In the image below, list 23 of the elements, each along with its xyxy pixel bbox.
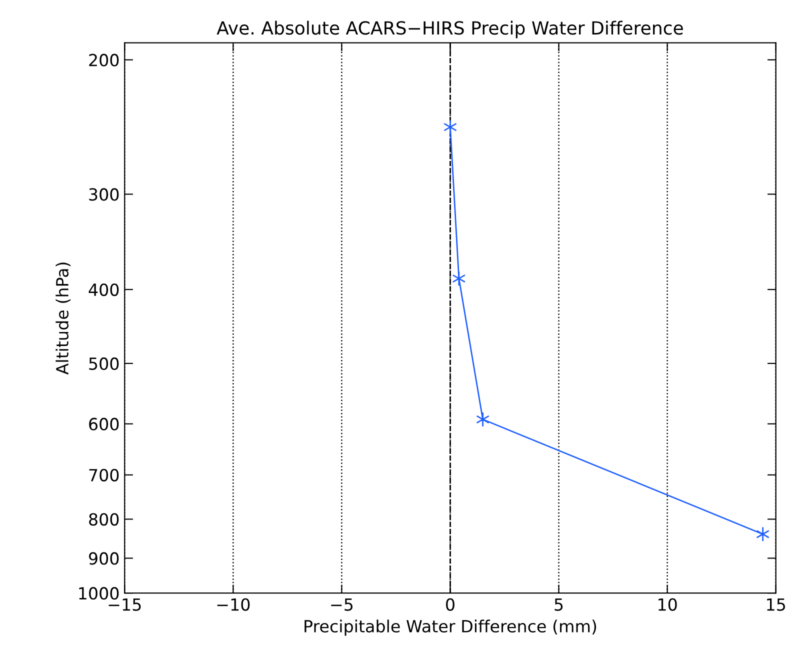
y-tick-label: 400 — [88, 283, 119, 296]
point — [444, 119, 457, 135]
y-tick-label: 900 — [88, 552, 119, 565]
y-tick-label: 800 — [89, 513, 119, 526]
y-tick-label: 500 — [89, 357, 119, 370]
y-tick-label: 700 — [89, 468, 119, 482]
x-tick-label: −15 — [108, 598, 141, 611]
y-tick-label: 200 — [89, 54, 119, 66]
x-axis-title: Precipitable Water Difference (mm) — [304, 620, 596, 636]
y-tick-label: 1000 — [79, 587, 119, 600]
chart-title: Ave. Absolute ACARS−HIRS Precip Water Difference — [216, 20, 683, 38]
x-tick-label: 0 — [446, 598, 454, 611]
x-tick-label: 15 — [767, 598, 786, 611]
x-tick-label: 10 — [658, 598, 677, 611]
point — [476, 412, 490, 428]
x-tick-label: −5 — [331, 598, 353, 611]
x-tick-label: 5 — [554, 598, 563, 611]
y-axis-title: Altitude (hPa) — [56, 262, 71, 375]
y-tick-label: 600 — [89, 418, 119, 430]
x-tick-label: −10 — [217, 598, 250, 611]
point — [452, 270, 466, 286]
point — [756, 526, 770, 542]
y-tick-label: 300 — [89, 188, 119, 201]
